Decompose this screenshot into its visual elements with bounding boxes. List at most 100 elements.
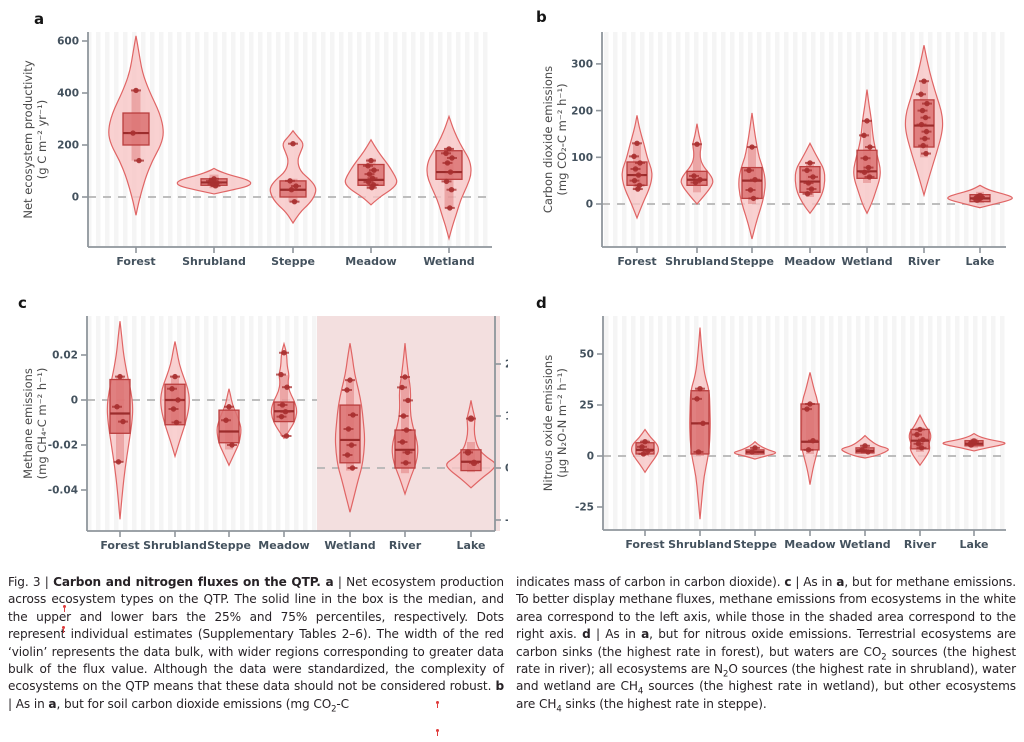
y-tick-label: -0.02 xyxy=(48,440,78,452)
violin-river xyxy=(391,343,419,496)
axes xyxy=(602,316,1006,531)
category-label-meadow: Meadow xyxy=(784,538,835,551)
caption-text-segment: 2 xyxy=(723,668,729,679)
category-label-forest: Forest xyxy=(617,255,656,268)
panel-d: 50 25 0 -25 Forest Shrubland Steppe Meadow Wetla… xyxy=(514,290,1018,568)
caption-text-segment: , but for soil carbon dioxide emissions … xyxy=(56,696,332,711)
violin-river xyxy=(908,413,932,467)
caption-text-segment: | As in xyxy=(791,575,837,589)
category-label-shrubland: Shrubland xyxy=(182,255,246,268)
y-tick-label: 50 xyxy=(579,349,594,361)
y-tick-label: 200 xyxy=(571,105,593,117)
category-label-wetland: Wetland xyxy=(839,538,890,551)
caption-text-segment: | Net ecosystem production across ecosys… xyxy=(8,575,504,694)
violin-lake xyxy=(942,432,1006,452)
caption-text-segment: indicates mass of carbon in carbon dioxi… xyxy=(516,575,785,589)
y-tick-label: 200 xyxy=(57,140,79,152)
category-label-steppe: Steppe xyxy=(733,538,777,551)
caption-text-segment: 2 xyxy=(331,703,337,714)
category-label-shrubland: Shrubland xyxy=(143,539,207,552)
panel-letter-a: a xyxy=(34,10,44,28)
violin-steppe xyxy=(738,112,766,240)
category-label-forest: Forest xyxy=(116,255,155,268)
violin-steppe xyxy=(733,440,777,460)
axes xyxy=(86,316,496,532)
category-label-river: River xyxy=(908,255,941,268)
panel-a: 600 400 200 0 Forest Shrubland Steppe Meadow Wet… xyxy=(6,4,508,288)
panel-c: 0.02 0 -0.02 -0.04 2 1 0 -1 Forest ShrublandStepp… xyxy=(6,290,508,568)
y-axis-label: (mg CH₄-C m⁻² h⁻¹) xyxy=(35,368,49,480)
violin-plot-methane-emissions: 0.02 0 -0.02 -0.04 2 1 0 -1 Forest ShrublandStepp… xyxy=(18,294,508,552)
category-label-lake: Lake xyxy=(457,539,486,552)
caption-text-segment: 4 xyxy=(556,703,562,714)
category-label-forest: Forest xyxy=(100,539,139,552)
caption-text-segment: O sources (the highest rate in shrubland… xyxy=(516,662,1016,694)
violin-meadow xyxy=(794,141,826,215)
annotation-mark xyxy=(62,626,65,633)
violin-wetland xyxy=(853,89,881,215)
category-label-wetland: Wetland xyxy=(324,539,375,552)
violin-wetland xyxy=(426,114,472,241)
category-label-lake: Lake xyxy=(966,255,995,268)
caption-text-segment: a xyxy=(325,575,334,589)
violin-steppe xyxy=(216,388,242,467)
caption-text-segment: , but for methane emissions. To better d… xyxy=(516,575,1017,642)
right-y-tick-label: 1 xyxy=(505,411,508,423)
caption-text-segment: Fig. 3 | xyxy=(8,575,54,589)
category-label-river: River xyxy=(904,538,937,551)
right-y-tick-label: 0 xyxy=(505,463,508,475)
violin-meadow xyxy=(270,341,298,440)
panel-letter-c: c xyxy=(18,294,27,312)
caption-text-segment: d xyxy=(582,627,591,642)
category-label-forest: Forest xyxy=(625,538,664,551)
category-label-wetland: Wetland xyxy=(423,255,474,268)
category-label-meadow: Meadow xyxy=(258,539,309,552)
y-axis-label: Carbon dioxide emissions xyxy=(541,66,555,213)
right-y-tick-label: 2 xyxy=(505,359,508,371)
caption-text-segment: a xyxy=(641,627,650,642)
violin-forest xyxy=(621,115,653,220)
violin-wetland xyxy=(841,434,889,459)
violin-shrubland xyxy=(176,167,252,195)
y-tick-label: 600 xyxy=(57,36,79,48)
category-label-shrubland: Shrubland xyxy=(668,538,732,551)
y-axis-label: Net ecosystem productivity xyxy=(21,60,35,218)
annotation-mark xyxy=(63,605,66,612)
category-label-wetland: Wetland xyxy=(841,255,892,268)
y-tick-label: 0 xyxy=(586,199,593,211)
y-tick-label: 0 xyxy=(71,395,78,407)
right-y-tick-label: -1 xyxy=(505,515,508,527)
violin-shrubland xyxy=(160,341,190,459)
y-axis-label: (mg CO₂-C m⁻² h⁻¹) xyxy=(555,83,569,195)
caption-text-segment: sinks (the highest rate in steppe). xyxy=(561,696,767,711)
category-label-meadow: Meadow xyxy=(784,255,835,268)
y-tick-label: 0 xyxy=(587,451,594,463)
annotation-mark xyxy=(436,729,439,736)
violin-river xyxy=(904,45,944,198)
violin-plot-nitrous-oxide-emissions: 50 25 0 -25 Forest Shrubland Steppe Meadow Wetla… xyxy=(536,294,1006,551)
caption-text-segment: b xyxy=(495,679,504,694)
figure-caption-right-column: indicates mass of carbon in carbon dioxi… xyxy=(516,574,1016,713)
violin-plot-net-ecosystem-productivity: 600 400 200 0 Forest Shrubland Steppe Meadow Wet… xyxy=(21,10,492,268)
y-axis-label: (g C m⁻² yr⁻¹) xyxy=(35,100,49,179)
violin-forest xyxy=(108,35,164,216)
panel-letter-d: d xyxy=(536,294,547,312)
y-axis-label: (μg N₂O-N m⁻² h⁻¹) xyxy=(555,368,569,478)
y-tick-label: 0 xyxy=(72,192,79,204)
y-tick-label: -0.04 xyxy=(48,485,78,497)
caption-text-segment: Carbon and nitrogen fluxes on the QTP. xyxy=(53,575,326,589)
caption-text-segment: , but for nitrous oxide emissions. Terre… xyxy=(516,627,1016,659)
category-label-steppe: Steppe xyxy=(207,539,251,552)
category-label-lake: Lake xyxy=(960,538,989,551)
caption-text-segment: a xyxy=(48,696,57,711)
y-tick-label: -25 xyxy=(575,502,594,514)
category-label-shrubland: Shrubland xyxy=(665,255,729,268)
caption-text-segment: | As in xyxy=(8,696,49,711)
violin-meadow xyxy=(344,138,398,206)
violin-meadow xyxy=(800,372,820,485)
caption-text-segment: | As in xyxy=(590,627,642,642)
category-label-steppe: Steppe xyxy=(271,255,315,268)
y-tick-label: 400 xyxy=(57,88,79,100)
category-label-steppe: Steppe xyxy=(730,255,774,268)
category-label-river: River xyxy=(389,539,422,552)
